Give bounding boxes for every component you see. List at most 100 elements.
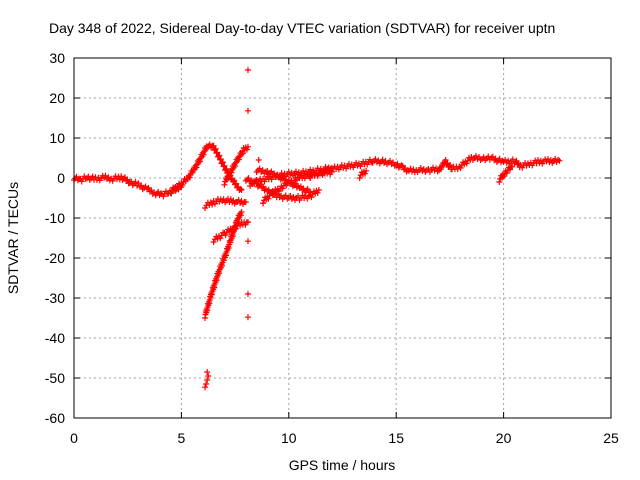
data-point	[244, 291, 251, 297]
data-point	[238, 187, 245, 193]
data-point	[363, 167, 370, 174]
data-point	[265, 195, 272, 202]
y-tick-label: 0	[57, 170, 65, 186]
data-point	[132, 179, 139, 186]
data-point	[209, 201, 216, 208]
data-point	[372, 156, 379, 163]
data-point	[167, 190, 174, 197]
data-point	[503, 170, 510, 177]
data-point	[442, 157, 449, 163]
data-point	[200, 151, 207, 158]
y-tick-label: -20	[45, 250, 65, 266]
x-tick-label: 10	[281, 430, 297, 446]
data-point	[223, 165, 230, 172]
data-point	[210, 239, 217, 245]
x-tick-label: 5	[178, 430, 186, 446]
data-point	[189, 169, 196, 176]
data-point	[233, 180, 240, 187]
data-point	[387, 157, 394, 164]
data-point	[234, 219, 241, 225]
data-point	[242, 199, 249, 205]
y-tick-label: 30	[49, 50, 65, 66]
data-point	[243, 146, 250, 153]
data-point	[398, 162, 405, 169]
data-point	[124, 176, 131, 183]
data-point	[509, 163, 516, 170]
data-point	[222, 232, 229, 239]
data-point	[253, 177, 260, 183]
data-point	[193, 164, 200, 171]
data-point	[202, 384, 209, 391]
data-point	[237, 186, 244, 192]
plot-border	[73, 57, 612, 419]
y-tick-label: -50	[45, 370, 65, 386]
data-point	[204, 377, 211, 383]
y-tick-label: 10	[49, 130, 65, 146]
data-point	[500, 173, 507, 180]
y-tick-labels: -60 -50 -40 -30 -20 -10 0 10 20 30	[45, 50, 65, 426]
data-point	[244, 107, 251, 114]
data-point	[232, 181, 239, 188]
y-tick-label: -30	[45, 290, 65, 306]
data-point	[314, 189, 321, 196]
data-point	[256, 165, 263, 172]
data-point	[534, 157, 541, 163]
data-point	[204, 369, 211, 375]
x-tick-label: 0	[70, 430, 78, 446]
y-tick-label: 20	[49, 90, 65, 106]
data-point	[231, 177, 238, 184]
y-tick-label: -60	[45, 410, 65, 426]
data-point	[308, 194, 315, 201]
data-point	[440, 162, 447, 169]
data-point	[362, 170, 369, 177]
grid-lines	[74, 58, 611, 418]
data-point	[556, 157, 563, 164]
data-point	[457, 165, 464, 171]
data-point	[215, 153, 222, 160]
y-tick-label: -10	[45, 210, 65, 226]
data-point	[221, 181, 228, 188]
data-point	[463, 160, 470, 167]
data-point	[203, 381, 210, 387]
data-point	[197, 158, 204, 165]
data-point	[260, 200, 267, 207]
data-point	[216, 152, 223, 159]
data-point	[244, 219, 251, 225]
chart-title: Day 348 of 2022, Sidereal Day-to-day VTE…	[49, 20, 555, 36]
data-point	[480, 154, 487, 161]
data-point	[228, 169, 235, 176]
data-point	[217, 235, 224, 242]
data-point	[379, 156, 386, 163]
data-point	[186, 174, 193, 181]
data-point	[217, 156, 224, 163]
data-point	[259, 167, 266, 174]
x-axis-label: GPS time / hours	[289, 457, 396, 473]
y-axis-label: SDTVAR / TECUs	[5, 182, 21, 294]
data-point	[244, 143, 251, 150]
data-point	[238, 209, 245, 215]
x-tick-label: 25	[603, 430, 619, 446]
data-point	[269, 192, 276, 199]
data-point	[356, 175, 363, 181]
data-point	[496, 179, 503, 185]
data-point	[237, 212, 244, 219]
data-point	[438, 166, 445, 173]
data-point	[244, 67, 251, 73]
data-point	[255, 157, 262, 163]
data-point	[244, 238, 251, 245]
data-marks	[71, 67, 563, 391]
data-point	[179, 182, 186, 188]
data-point	[173, 186, 180, 193]
y-tick-label: -40	[45, 330, 65, 346]
data-point	[239, 150, 246, 157]
data-point	[315, 187, 322, 193]
data-point	[447, 162, 454, 169]
data-point	[205, 373, 212, 379]
x-tick-labels: 0 5 10 15 20 25	[70, 430, 619, 446]
data-point	[304, 186, 311, 192]
data-point	[225, 175, 232, 182]
data-point	[219, 159, 226, 166]
data-point	[89, 173, 96, 180]
data-point	[229, 178, 236, 185]
